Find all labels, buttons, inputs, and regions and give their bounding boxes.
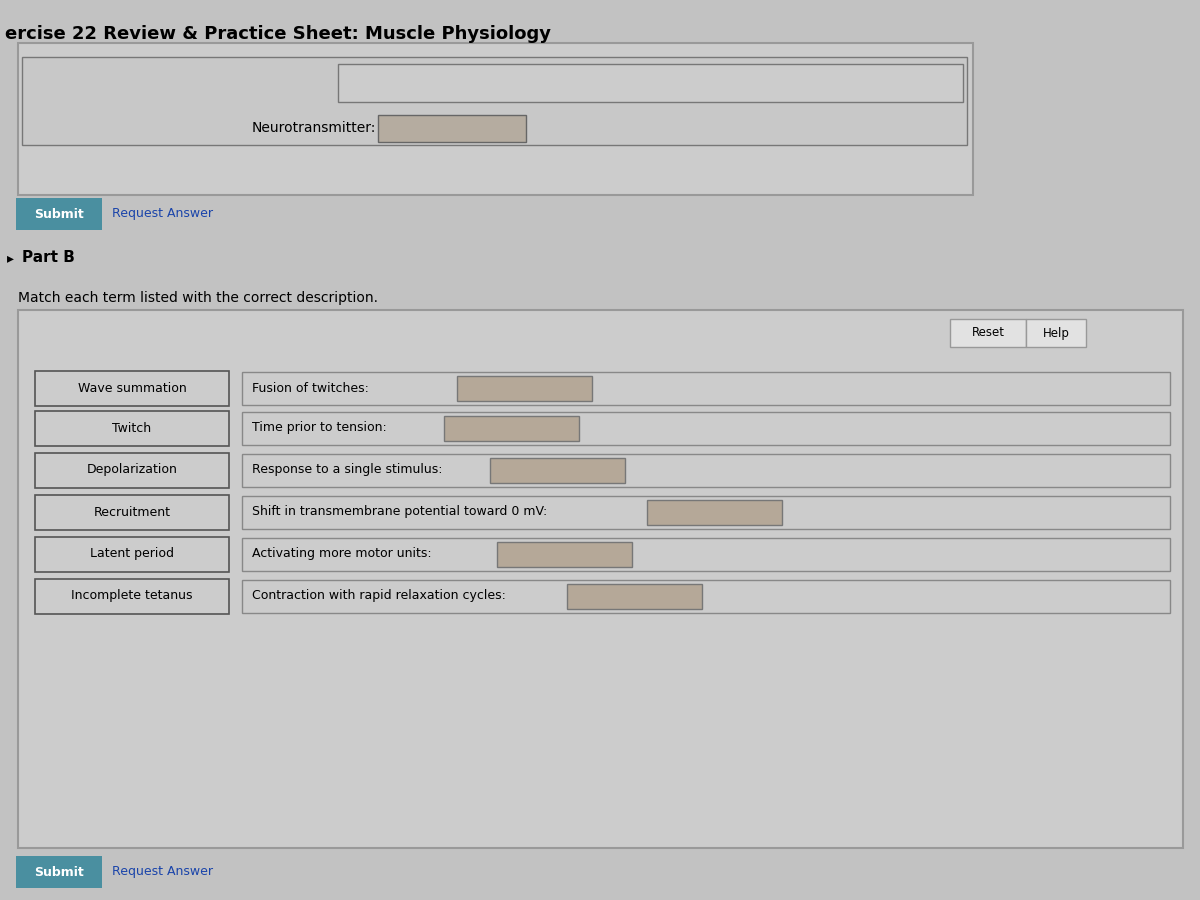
Text: Twitch: Twitch: [113, 421, 151, 435]
FancyBboxPatch shape: [444, 416, 578, 441]
Text: Shift in transmembrane potential toward 0 mV:: Shift in transmembrane potential toward …: [252, 506, 547, 518]
FancyBboxPatch shape: [647, 500, 782, 525]
Text: Recruitment: Recruitment: [94, 506, 170, 518]
Text: Latent period: Latent period: [90, 547, 174, 561]
FancyBboxPatch shape: [35, 579, 229, 614]
FancyBboxPatch shape: [490, 458, 625, 483]
FancyBboxPatch shape: [22, 57, 967, 145]
FancyBboxPatch shape: [16, 198, 102, 230]
Text: Request Answer: Request Answer: [112, 208, 214, 220]
FancyBboxPatch shape: [950, 319, 1026, 347]
FancyBboxPatch shape: [378, 115, 526, 142]
Text: Incomplete tetanus: Incomplete tetanus: [71, 590, 193, 602]
FancyBboxPatch shape: [338, 64, 962, 102]
FancyBboxPatch shape: [242, 580, 1170, 613]
FancyBboxPatch shape: [1026, 319, 1086, 347]
FancyBboxPatch shape: [35, 371, 229, 406]
FancyBboxPatch shape: [242, 496, 1170, 529]
FancyBboxPatch shape: [497, 542, 632, 567]
Text: Request Answer: Request Answer: [112, 866, 214, 878]
Text: Submit: Submit: [34, 866, 84, 878]
FancyBboxPatch shape: [457, 376, 592, 401]
Text: Submit: Submit: [34, 208, 84, 220]
Text: Part B: Part B: [22, 250, 74, 266]
Text: ercise 22 Review & Practice Sheet: Muscle Physiology: ercise 22 Review & Practice Sheet: Muscl…: [5, 25, 551, 43]
FancyBboxPatch shape: [16, 856, 102, 888]
Text: Neurotransmitter:: Neurotransmitter:: [252, 121, 377, 135]
Text: Response to a single stimulus:: Response to a single stimulus:: [252, 464, 443, 476]
Text: Contraction with rapid relaxation cycles:: Contraction with rapid relaxation cycles…: [252, 590, 506, 602]
FancyBboxPatch shape: [242, 412, 1170, 445]
Text: Reset: Reset: [972, 327, 1004, 339]
FancyBboxPatch shape: [35, 410, 229, 446]
Text: Activating more motor units:: Activating more motor units:: [252, 547, 432, 561]
FancyBboxPatch shape: [568, 584, 702, 609]
FancyBboxPatch shape: [242, 372, 1170, 405]
Text: Fusion of twitches:: Fusion of twitches:: [252, 382, 368, 394]
FancyBboxPatch shape: [35, 494, 229, 529]
Text: Depolarization: Depolarization: [86, 464, 178, 476]
Text: ▸: ▸: [7, 251, 14, 265]
FancyBboxPatch shape: [18, 43, 973, 195]
FancyBboxPatch shape: [242, 538, 1170, 571]
FancyBboxPatch shape: [35, 536, 229, 572]
Text: Wave summation: Wave summation: [78, 382, 186, 394]
FancyBboxPatch shape: [35, 453, 229, 488]
FancyBboxPatch shape: [18, 310, 1183, 848]
Text: Time prior to tension:: Time prior to tension:: [252, 421, 386, 435]
Text: Match each term listed with the correct description.: Match each term listed with the correct …: [18, 291, 378, 305]
FancyBboxPatch shape: [242, 454, 1170, 487]
Text: Help: Help: [1043, 327, 1069, 339]
